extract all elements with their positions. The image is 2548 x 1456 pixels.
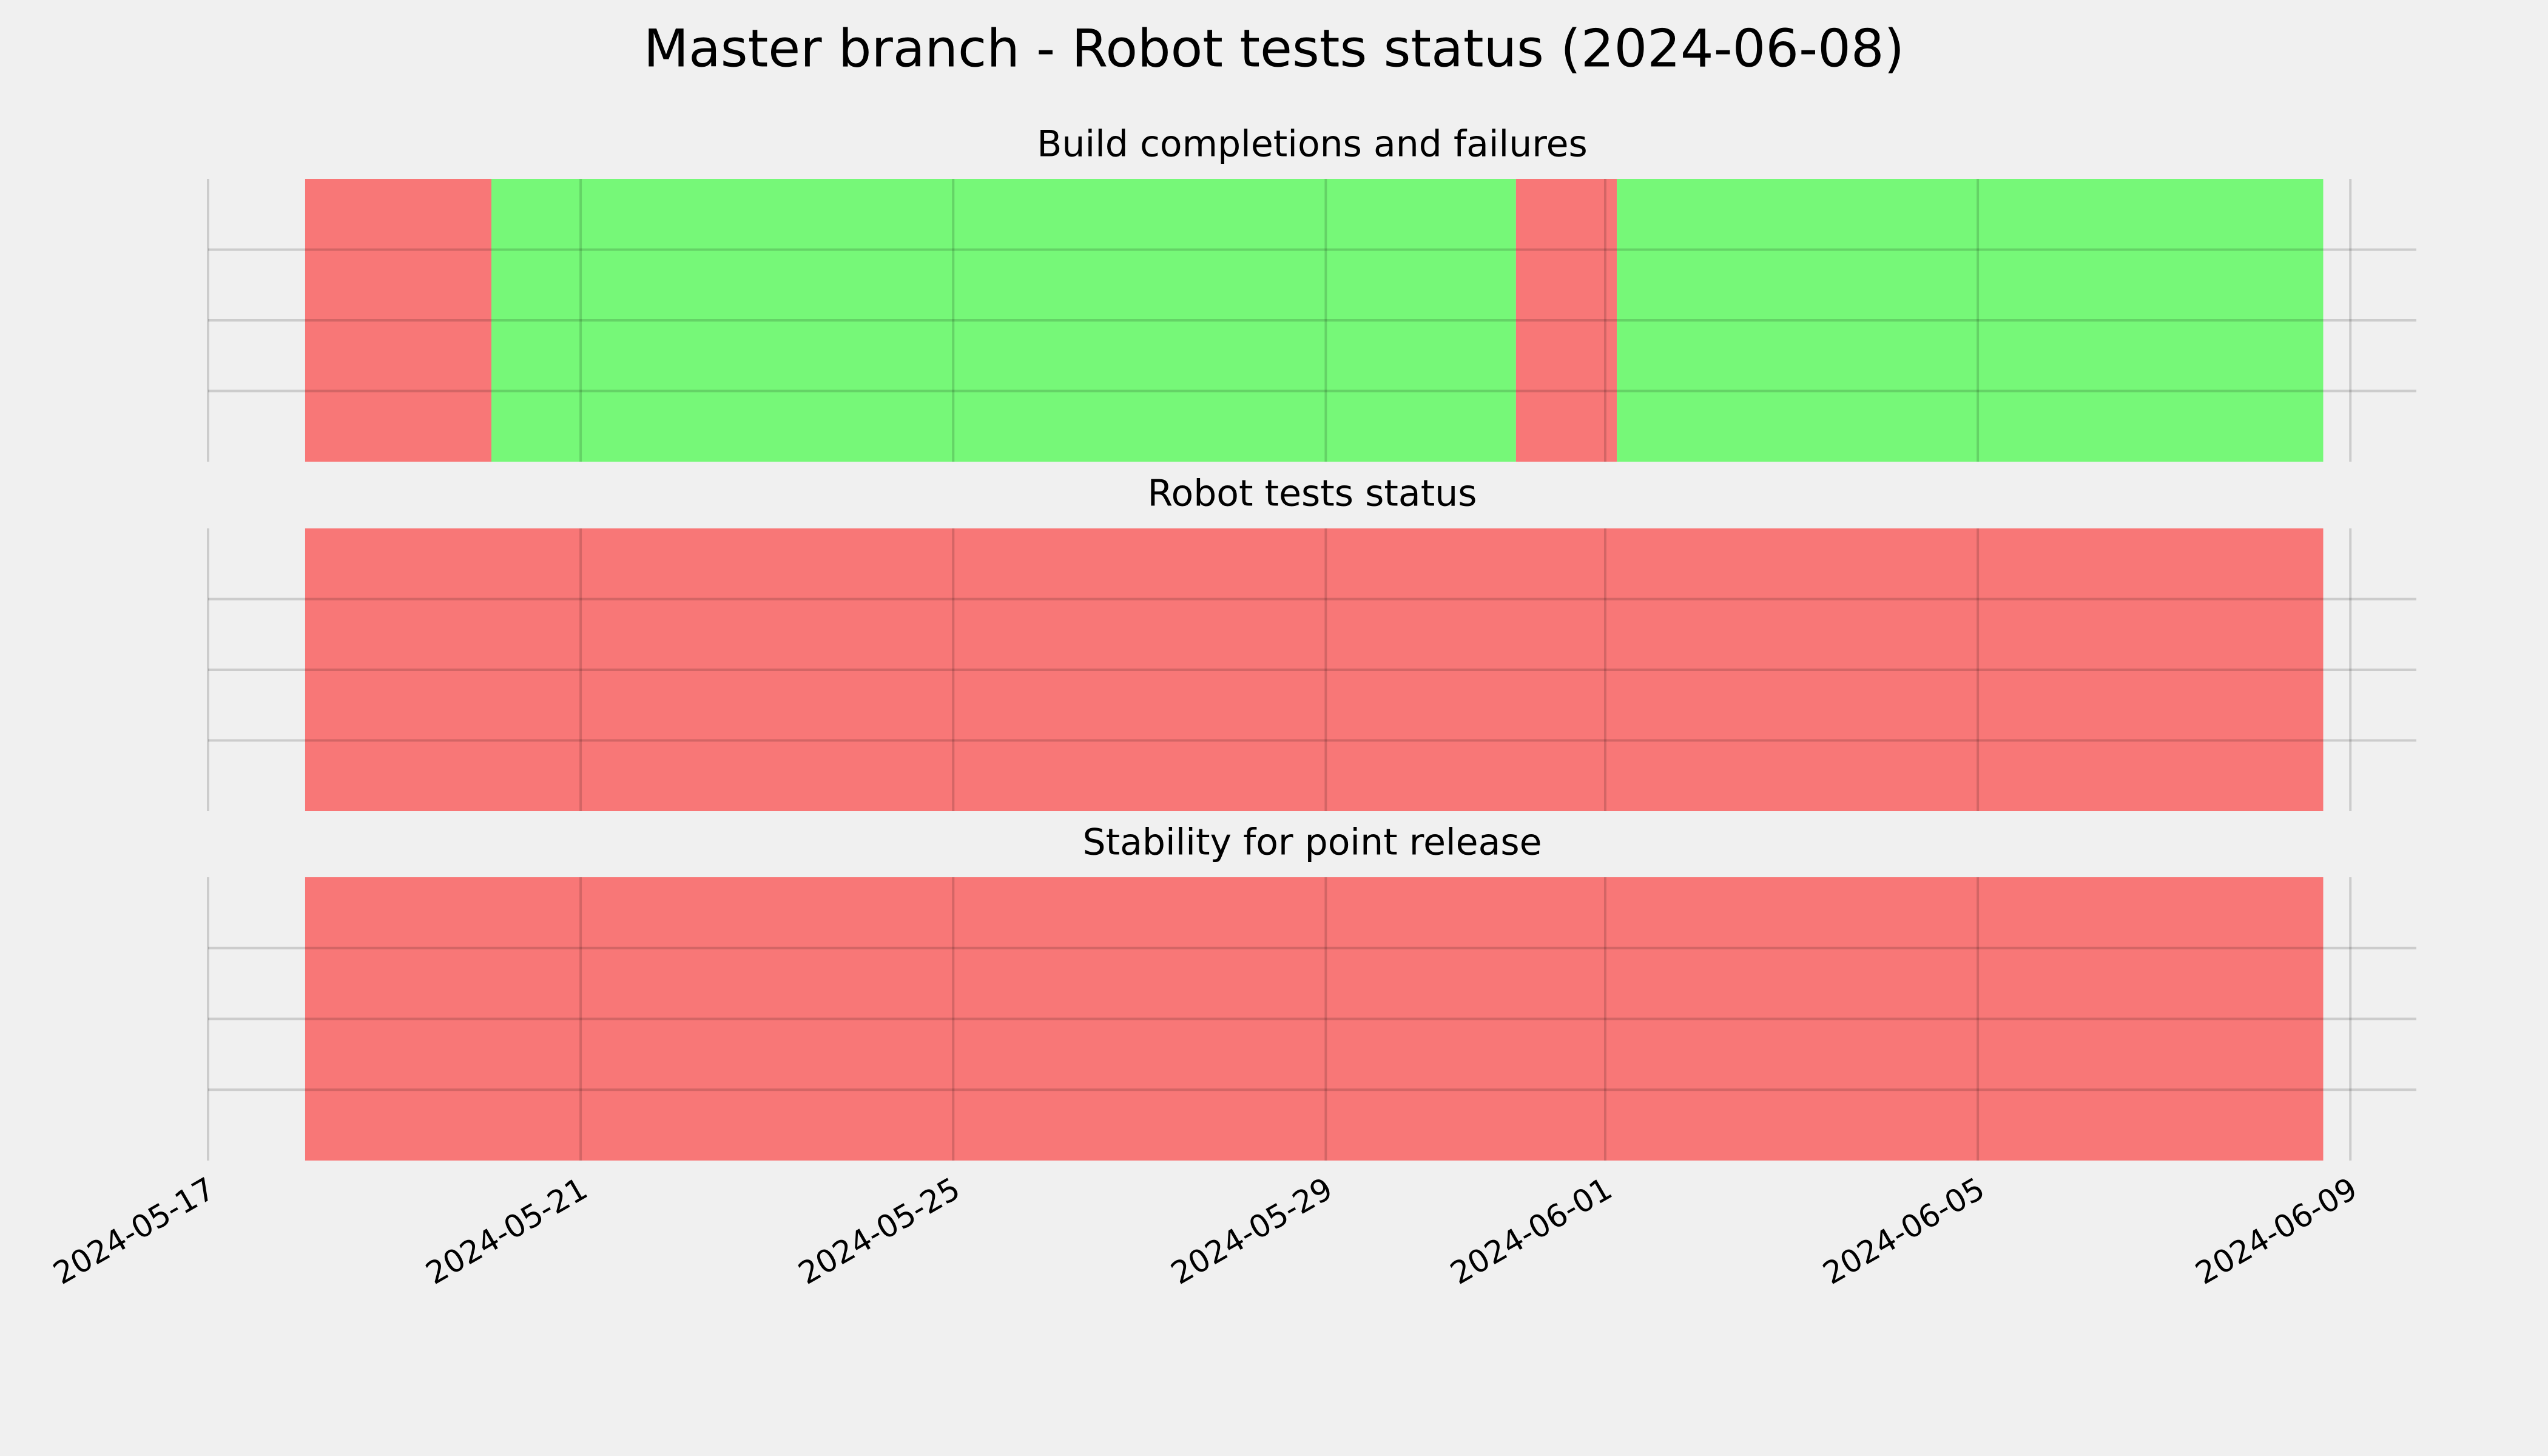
status-segment [305, 528, 2324, 811]
subplot-title: Build completions and failures [1037, 123, 1588, 166]
status-segment [305, 179, 491, 462]
figure-title: Master branch - Robot tests status (2024… [644, 18, 1904, 79]
subplot-title: Robot tests status [1147, 473, 1477, 515]
status-segment [1515, 179, 1617, 462]
subplot-title: Stability for point release [1082, 821, 1542, 864]
status-segment [1617, 179, 2324, 462]
status-segment [305, 877, 2324, 1161]
status-segment [491, 179, 1516, 462]
